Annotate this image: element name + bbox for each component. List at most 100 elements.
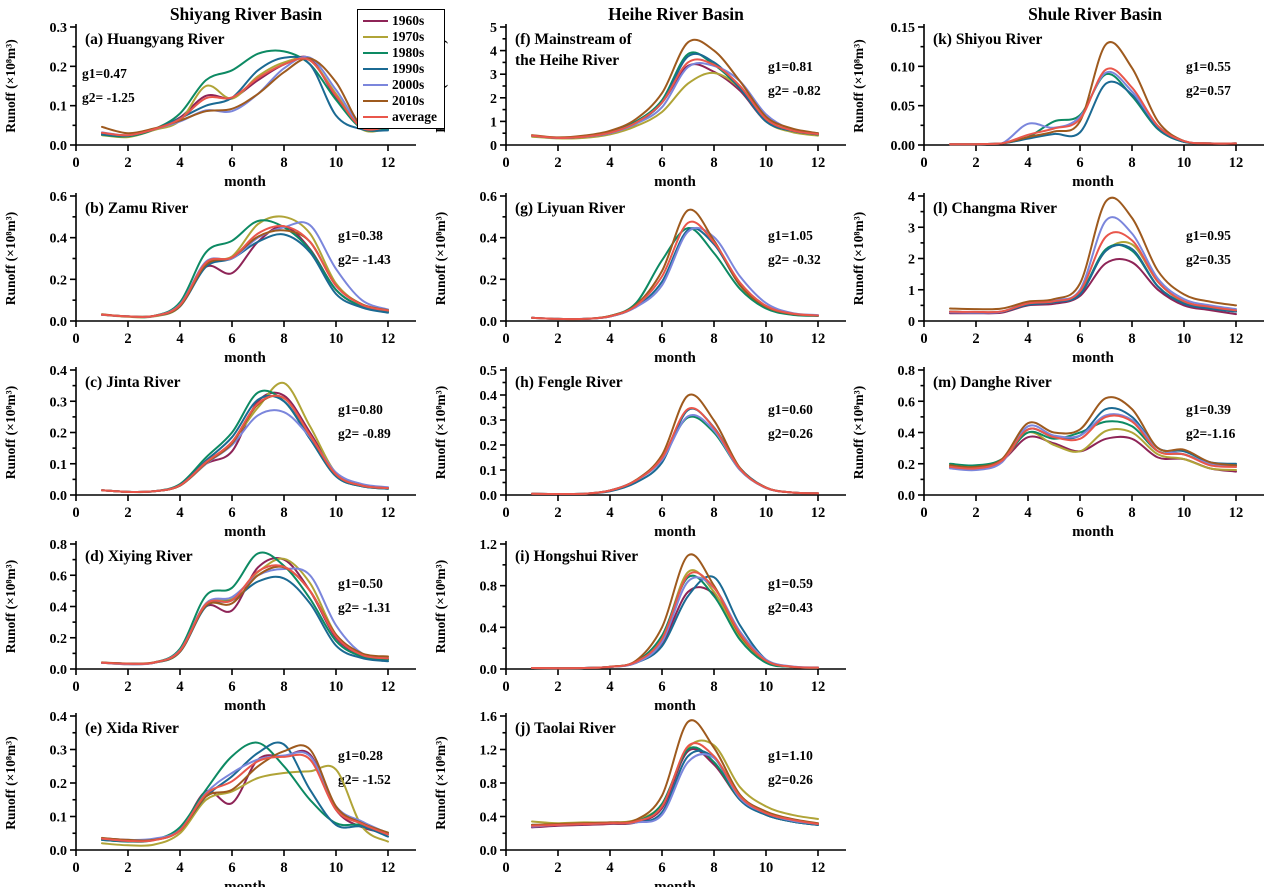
chart-a-g2-value: g2= -1.25 <box>82 90 135 105</box>
chart-c-g1-value: g1=0.80 <box>338 402 383 417</box>
chart-e-g1-value: g1=0.28 <box>338 748 383 763</box>
chart-k-y-axis-label: Runoff (×10⁸m³) <box>851 39 866 132</box>
chart-f-series-average <box>531 58 819 139</box>
x-tick-label: 2 <box>972 155 979 171</box>
x-tick-label: 6 <box>228 860 235 876</box>
chart-g-y-axis-label: Runoff (×10⁸m³) <box>433 212 448 305</box>
x-tick-label: 4 <box>606 331 613 347</box>
y-tick-label: 1.2 <box>480 744 498 759</box>
x-tick-label: 10 <box>1177 331 1192 347</box>
y-tick-label: 0.0 <box>480 315 498 330</box>
chart-c-series-average <box>101 394 389 494</box>
y-tick-label: 1.6 <box>480 710 498 725</box>
x-tick-label: 4 <box>1024 331 1031 347</box>
y-tick-label: 0.2 <box>50 632 68 647</box>
x-tick-label: 10 <box>759 679 774 695</box>
x-tick-label: 12 <box>1229 155 1244 171</box>
chart-h-g1-value: g1=0.60 <box>768 402 813 417</box>
chart-f-title: (f) Mainstream of <box>515 31 633 48</box>
chart-l-axes <box>918 193 1264 327</box>
x-tick-label: 2 <box>124 679 131 695</box>
x-tick-label: 4 <box>176 679 183 695</box>
y-tick-label: 1 <box>908 284 915 299</box>
x-tick-label: 6 <box>228 331 235 347</box>
chart-l-series-2010s <box>949 196 1237 311</box>
y-tick-label: 2 <box>908 253 915 268</box>
y-tick-label: 0 <box>908 315 915 330</box>
x-tick-label: 10 <box>329 331 344 347</box>
x-tick-label: 8 <box>280 155 287 171</box>
legend-line-swatch-2000s <box>363 84 388 86</box>
y-tick-label: 0.1 <box>50 458 68 473</box>
chart-panel-c: 0 2 4 6 8 10 12 0.0 0.1 0.2 0.3 0.4 Runoff (×10⁸m³) m… <box>0 350 430 540</box>
x-tick-label: 0 <box>72 679 79 695</box>
chart-i-title: (i) Hongshui River <box>515 548 638 565</box>
chart-f-axes <box>500 24 846 151</box>
x-tick-label: 8 <box>280 860 287 876</box>
x-tick-label: 8 <box>1128 155 1135 171</box>
chart-l-x-axis-label: month <box>1072 350 1114 366</box>
chart-k-x-axis-label: month <box>1072 174 1114 190</box>
chart-f-title: the Heihe River <box>515 52 619 69</box>
x-tick-label: 10 <box>329 505 344 521</box>
chart-e-plot: 0 2 4 6 8 10 12 0.0 0.1 0.2 0.3 0.4 Runoff (×10⁸m³) m… <box>3 710 416 887</box>
chart-l-g1-value: g1=0.95 <box>1186 228 1231 243</box>
chart-m-y-axis-label: Runoff (×10⁸m³) <box>851 386 866 479</box>
chart-d-title: (d) Xiying River <box>85 548 193 565</box>
y-tick-label: 0.3 <box>50 21 68 36</box>
x-tick-label: 10 <box>1177 155 1192 171</box>
chart-h-series-average <box>531 406 819 496</box>
chart-b-title: (b) Zamu River <box>85 200 188 217</box>
chart-l-title: (l) Changma River <box>933 200 1057 217</box>
chart-c-axes <box>70 367 416 501</box>
x-tick-label: 12 <box>811 155 826 171</box>
chart-g-axes <box>500 193 846 327</box>
chart-d-axes <box>70 541 416 675</box>
x-tick-label: 10 <box>759 331 774 347</box>
y-tick-label: 0.0 <box>50 663 68 678</box>
chart-f-g1-value: g1=0.81 <box>768 59 813 74</box>
chart-k-series-average <box>949 67 1237 146</box>
x-tick-label: 4 <box>606 505 613 521</box>
x-tick-label: 10 <box>329 679 344 695</box>
basin-title-shule: Shule River Basin <box>1028 4 1162 24</box>
x-tick-label: 12 <box>811 860 826 876</box>
x-tick-label: 2 <box>124 331 131 347</box>
x-tick-label: 8 <box>710 331 717 347</box>
chart-f-series-2010s <box>531 38 819 139</box>
chart-c-plot: 0 2 4 6 8 10 12 0.0 0.1 0.2 0.3 0.4 Runoff (×10⁸m³) m… <box>3 364 416 540</box>
x-tick-label: 6 <box>658 155 665 171</box>
x-tick-label: 6 <box>1076 155 1083 171</box>
y-tick-label: 0.1 <box>480 464 498 479</box>
y-tick-label: 0.0 <box>50 489 68 504</box>
chart-d-g2-value: g2= -1.31 <box>338 600 391 615</box>
x-tick-label: 8 <box>710 155 717 171</box>
y-tick-label: 0.8 <box>898 364 916 379</box>
chart-c-g2-value: g2= -0.89 <box>338 426 391 441</box>
x-tick-label: 10 <box>759 505 774 521</box>
chart-d-plot: 0 2 4 6 8 10 12 0.0 0.2 0.4 0.6 0.8 Runoff (×10⁸m³) m… <box>3 538 416 714</box>
x-tick-label: 10 <box>1177 505 1192 521</box>
chart-m-axes <box>918 367 1264 501</box>
y-tick-label: 0.2 <box>50 273 68 288</box>
chart-j-title: (j) Taolai River <box>515 720 616 737</box>
y-tick-label: 1.2 <box>480 538 498 553</box>
legend-line-swatch-1970s <box>363 36 388 38</box>
x-tick-label: 8 <box>710 505 717 521</box>
x-tick-label: 8 <box>1128 331 1135 347</box>
chart-h-plot: 0 2 4 6 8 10 12 0.0 0.1 0.2 0.3 0.4 0.5 Runoff (×10⁸m… <box>433 364 846 540</box>
chart-a-title: (a) Huangyang River <box>85 31 225 48</box>
chart-panel-a: 0 2 4 6 8 10 12 0.0 0.1 0.2 0.3 Runoff (×10⁸m³) mont… <box>0 0 430 192</box>
x-tick-label: 10 <box>759 860 774 876</box>
chart-g-series-average <box>531 220 819 321</box>
chart-h-y-axis-label: Runoff (×10⁸m³) <box>433 386 448 479</box>
x-tick-label: 2 <box>554 679 561 695</box>
chart-l-y-axis-label: Runoff (×10⁸m³) <box>851 212 866 305</box>
chart-b-y-axis-label: Runoff (×10⁸m³) <box>3 212 18 305</box>
x-tick-label: 2 <box>972 331 979 347</box>
chart-e-y-axis-label: Runoff (×10⁸m³) <box>3 736 18 829</box>
x-tick-label: 12 <box>1229 331 1244 347</box>
y-tick-label: 0.4 <box>50 601 68 616</box>
legend-item-1970s: 1970s <box>363 29 440 45</box>
